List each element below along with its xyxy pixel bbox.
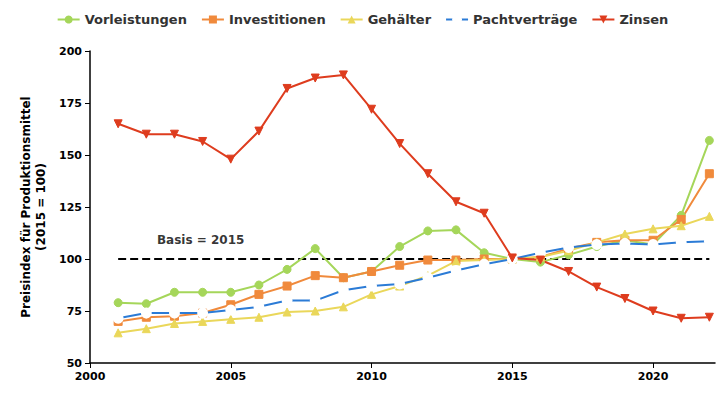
svg-text:Gehälter: Gehälter bbox=[368, 12, 432, 27]
svg-text:Vorleistungen: Vorleistungen bbox=[85, 12, 187, 27]
svg-text:Basis = 2015: Basis = 2015 bbox=[157, 233, 244, 247]
svg-text:2020: 2020 bbox=[638, 370, 669, 383]
svg-text:Preisindex für Produktionsmitt: Preisindex für Produktionsmittel bbox=[19, 96, 33, 317]
svg-text:Pachtverträge: Pachtverträge bbox=[473, 12, 578, 27]
svg-text:2015: 2015 bbox=[497, 370, 528, 383]
svg-text:2000: 2000 bbox=[75, 370, 106, 383]
svg-text:2005: 2005 bbox=[215, 370, 246, 383]
svg-text:(2015 = 100): (2015 = 100) bbox=[34, 163, 48, 251]
svg-text:Investitionen: Investitionen bbox=[229, 12, 326, 27]
svg-text:200: 200 bbox=[59, 45, 82, 58]
svg-text:Zinsen: Zinsen bbox=[619, 12, 668, 27]
svg-text:150: 150 bbox=[59, 149, 82, 162]
svg-text:100: 100 bbox=[59, 253, 82, 266]
svg-text:50: 50 bbox=[67, 357, 83, 370]
svg-text:125: 125 bbox=[59, 201, 82, 214]
svg-text:75: 75 bbox=[67, 305, 82, 318]
svg-text:2010: 2010 bbox=[356, 370, 387, 383]
svg-text:175: 175 bbox=[59, 97, 82, 110]
